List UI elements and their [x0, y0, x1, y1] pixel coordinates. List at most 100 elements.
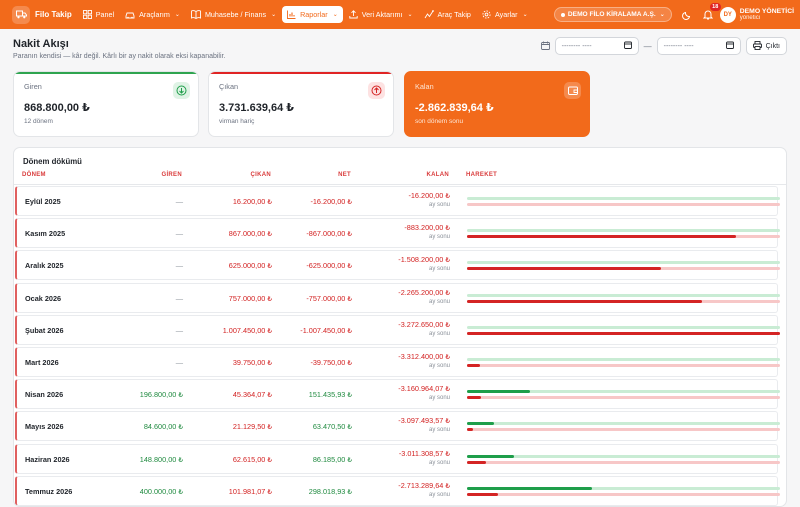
- cell-kalan: -16.200,00 ₺: [408, 191, 450, 200]
- page-subtitle: Paranın kendisi — kâr değil. Kârlı bir a…: [13, 53, 226, 60]
- tenant-name: DEMO FİLO KİRALAMA A.Ş.: [567, 11, 656, 18]
- cell-donem: Ocak 2026: [25, 293, 62, 303]
- cell-giren: —: [175, 293, 183, 303]
- table-row[interactable]: Mayıs 2026 84.600,00 ₺ 21.129,50 ₺ 63.470,5…: [15, 411, 780, 442]
- nav-item-1[interactable]: Araçlarım ⌄: [120, 6, 185, 23]
- cell-donem: Şubat 2026: [25, 325, 64, 335]
- cell-kalan: -3.160.964,07 ₺: [398, 384, 450, 394]
- outflow-bar-track: [467, 299, 780, 303]
- table-row[interactable]: Nisan 2026 196.800,00 ₺ 45.364,07 ₺ 151.435…: [15, 379, 780, 410]
- cell-kalan-subtext: ay sonu: [428, 395, 450, 402]
- cell-kalan-subtext: ay sonu: [428, 266, 450, 273]
- cell-kalan-subtext: ay sonu: [428, 298, 450, 305]
- outflow-bar-fill: [467, 460, 486, 464]
- date-filters: -------- ---- — -------- ---- Çıktı: [540, 37, 787, 55]
- table-row[interactable]: Kasım 2025 — 867.000,00 ₺ -867.000,00 ₺ -883…: [15, 218, 780, 249]
- cell-kalan-subtext: ay sonu: [428, 330, 450, 337]
- card-footnote: 12 dönem: [24, 118, 53, 125]
- nav-item-3[interactable]: Raporlar ⌄: [282, 6, 343, 23]
- table-row[interactable]: Mart 2026 — 39.750,00 ₺ -39.750,00 ₺ -3.312.…: [15, 347, 780, 377]
- card-footnote: son dönem sonu: [415, 118, 464, 125]
- cell-kalan-subtext: ay sonu: [428, 202, 450, 208]
- chevron-down-icon: ⌄: [407, 12, 413, 18]
- card-accent-bar: [14, 72, 198, 74]
- nav-item-0[interactable]: Panel: [78, 6, 119, 23]
- avatar[interactable]: DY: [719, 6, 736, 23]
- cell-kalan: -1.508.200,00 ₺: [398, 255, 450, 265]
- nav-item-6[interactable]: Ayarlar ⌄: [477, 6, 533, 23]
- brand-logo[interactable]: Filo Takip: [12, 5, 72, 24]
- inflow-bar-track: [467, 325, 780, 329]
- nav-item-label: Ayarlar: [494, 10, 518, 19]
- summary-card-kalan: Kalan -2.862.839,64 ₺ son dönem sonu: [404, 71, 590, 137]
- column-header-net: NET: [338, 172, 351, 178]
- moon-icon: [681, 11, 690, 20]
- cell-net: -1.007.450,00 ₺: [300, 325, 352, 335]
- outflow-bar-track: [467, 492, 780, 496]
- outflow-bar-track: [467, 235, 780, 239]
- header-divider: [14, 184, 786, 185]
- table-title: Dönem dökümü: [23, 157, 82, 166]
- start-date-input[interactable]: -------- ----: [554, 37, 639, 55]
- table-row[interactable]: Aralık 2025 — 625.000,00 ₺ -625.000,00 ₺ -1.…: [15, 250, 780, 281]
- cell-kalan-subtext: ay sonu: [428, 459, 450, 466]
- cell-donem: Haziran 2026: [25, 454, 70, 464]
- cell-cikan: 16.200,00 ₺: [232, 197, 272, 206]
- cell-net: -625.000,00 ₺: [306, 261, 352, 271]
- cell-net: -867.000,00 ₺: [306, 229, 352, 239]
- summary-card-cikan: Çıkan 3.731.639,64 ₺ virman hariç: [208, 71, 394, 137]
- cell-cikan: 45.364,07 ₺: [232, 390, 272, 400]
- table-row[interactable]: Şubat 2026 — 1.007.450,00 ₺ -1.007.450,00 ₺…: [15, 314, 780, 345]
- nav-item-label: Muhasebe / Finans: [204, 10, 267, 19]
- wallet-icon: [564, 82, 581, 99]
- theme-toggle-button[interactable]: [678, 6, 696, 24]
- table-row[interactable]: Eylül 2025 — 16.200,00 ₺ -16.200,00 ₺ -16.20…: [15, 186, 780, 216]
- notification-count-badge: 18: [709, 2, 721, 11]
- inflow-bar-track: [467, 197, 780, 200]
- cell-cikan: 867.000,00 ₺: [228, 229, 272, 239]
- outflow-bar-fill: [467, 235, 736, 239]
- upload-icon: [349, 10, 358, 19]
- card-accent-bar: [209, 72, 393, 74]
- cell-donem: Mart 2026: [25, 358, 59, 367]
- card-value: 868.800,00 ₺: [24, 102, 90, 114]
- table-row[interactable]: Temmuz 2026 400.000,00 ₺ 101.981,07 ₺ 298.0…: [15, 475, 780, 506]
- period-breakdown-table: Dönem dökümü DÖNEM GİREN ÇIKAN NET KALAN…: [13, 147, 787, 507]
- chevron-down-icon: ⌄: [659, 12, 665, 18]
- cell-net: 86.185,00 ₺: [312, 454, 352, 464]
- end-date-input[interactable]: -------- ----: [656, 37, 741, 55]
- tenant-selector[interactable]: DEMO FİLO KİRALAMA A.Ş. ⌄: [553, 7, 672, 22]
- nav-item-label: Panel: [95, 10, 115, 19]
- column-header-cikan: ÇIKAN: [250, 172, 271, 178]
- nav-item-4[interactable]: Veri Aktarımı ⌄: [344, 6, 418, 23]
- cell-net: -16.200,00 ₺: [310, 197, 352, 206]
- cell-cikan: 39.750,00 ₺: [232, 358, 272, 367]
- user-menu[interactable]: DEMO YÖNETİCİ yönetici: [740, 8, 794, 21]
- table-row[interactable]: Ocak 2026 — 757.000,00 ₺ -757.000,00 ₺ -2.26…: [15, 282, 780, 313]
- nav-item-5[interactable]: Araç Takip: [419, 6, 476, 23]
- column-header-donem: DÖNEM: [22, 172, 46, 178]
- table-row[interactable]: Haziran 2026 148.800,00 ₺ 62.615,00 ₺ 86.18…: [15, 443, 780, 474]
- user-name: DEMO YÖNETİCİ: [739, 7, 794, 15]
- top-navbar: Filo Takip Panel Araçlarım ⌄ Muhasebe / Fin…: [0, 0, 800, 29]
- cell-donem: Nisan 2026: [25, 390, 64, 400]
- gear-icon: [482, 10, 491, 19]
- print-button[interactable]: Çıktı: [745, 37, 787, 55]
- calendar-icon: [623, 41, 632, 51]
- nav-item-label: Raporlar: [300, 10, 328, 19]
- cell-kalan-subtext: ay sonu: [428, 363, 450, 369]
- inflow-bar-track: [467, 358, 780, 361]
- notifications-button[interactable]: 18: [699, 2, 721, 24]
- chevron-down-icon: ⌄: [332, 12, 338, 18]
- cell-kalan: -883.200,00 ₺: [404, 223, 450, 233]
- nav-item-label: Araç Takip: [437, 10, 471, 19]
- cell-giren: —: [175, 261, 183, 271]
- cell-net: -757.000,00 ₺: [306, 293, 352, 303]
- cell-net: -39.750,00 ₺: [310, 358, 352, 367]
- outflow-bar-fill: [467, 428, 473, 432]
- inflow-bar-fill: [467, 422, 494, 426]
- tenant-dot-icon: [560, 12, 565, 17]
- arrow-up-circle-icon: [368, 82, 385, 99]
- nav-item-2[interactable]: Muhasebe / Finans ⌄: [186, 6, 281, 23]
- outflow-bar-fill: [467, 396, 481, 400]
